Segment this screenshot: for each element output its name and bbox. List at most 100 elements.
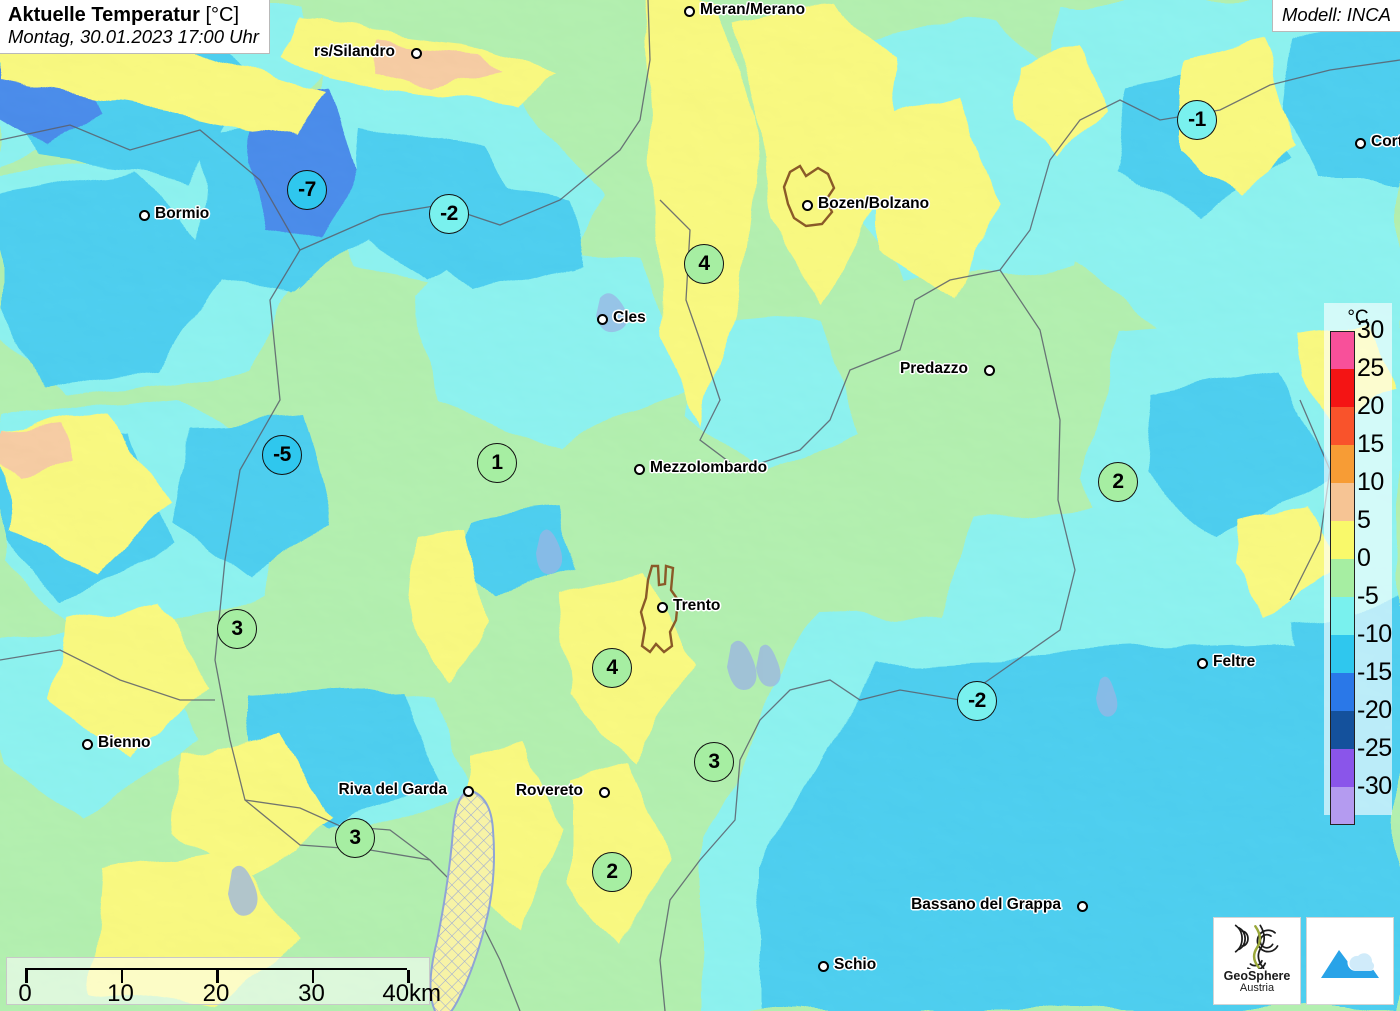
colorbar-tick-label: -15 (1357, 658, 1392, 686)
city-dot-icon (82, 739, 93, 750)
temperature-bubble[interactable]: 2 (1098, 462, 1138, 502)
colorbar-stop: 0 (1330, 545, 1392, 597)
city-label: Trento (673, 597, 721, 614)
colorbar-stop: 20 (1330, 393, 1392, 445)
temperature-bubble[interactable]: -2 (957, 681, 997, 721)
city-dot-icon (818, 961, 829, 972)
colorbar-swatch (1330, 597, 1355, 635)
logo-group: GeoSphere Austria (1213, 917, 1394, 1005)
scale-bar-ruler (25, 968, 410, 983)
scale-bar-tick-label: 30 (298, 980, 325, 1007)
colorbar-stop: 5 (1330, 507, 1392, 559)
city-label: Bormio (155, 205, 210, 222)
temperature-colorbar: °C 30 25 20 15 10 5 0 -5 -10 -15 -20 -25 -30 (1324, 303, 1392, 825)
city-label: Predazzo (899, 360, 968, 377)
city-label: Bienno (98, 734, 151, 751)
temperature-bubble[interactable]: -5 (262, 435, 302, 475)
scale-bar-tick (120, 970, 123, 983)
temperature-bubble[interactable]: 3 (694, 742, 734, 782)
scale-bar-tick (311, 970, 314, 983)
city-label: rs/Silandro (314, 43, 395, 60)
colorbar-swatch (1330, 559, 1355, 597)
temperature-bubble[interactable]: 4 (684, 244, 724, 284)
city-label: Bassano del Grappa (911, 896, 1061, 913)
scale-bar-tick-label: 40km (382, 980, 442, 1007)
city-dot-icon (1197, 658, 1208, 669)
city-dot-icon (657, 602, 668, 613)
temperature-bubble[interactable]: -2 (429, 194, 469, 234)
colorbar-stop: 25 (1330, 355, 1392, 407)
colorbar-unit-label: °C (1347, 307, 1369, 328)
city-dot-icon (463, 786, 474, 797)
city-dot-icon (684, 6, 695, 17)
colorbar-swatch (1330, 521, 1355, 559)
city-label: Bozen/Bolzano (818, 195, 930, 212)
colorbar-tick-label: 20 (1357, 392, 1384, 420)
colorbar-tick-label: -5 (1357, 582, 1379, 610)
colorbar-swatch (1330, 407, 1355, 445)
colorbar-stop: -15 (1330, 659, 1392, 711)
colorbar-swatch (1330, 635, 1355, 673)
city-dot-icon (599, 787, 610, 798)
city-label: Mezzolombardo (650, 459, 768, 476)
city-label: Rovereto (515, 782, 583, 799)
title-text: Aktuelle Temperatur (8, 4, 200, 26)
geosphere-austria-logo[interactable]: GeoSphere Austria (1213, 917, 1301, 1005)
partner-logo[interactable] (1306, 917, 1394, 1005)
temperature-bubble[interactable]: -1 (1177, 100, 1217, 140)
colorbar-tick-label: 30 (1357, 316, 1384, 344)
geosphere-logo-line1: GeoSphere (1223, 969, 1291, 983)
geosphere-swirl-icon (1234, 924, 1279, 969)
city-label: Cles (613, 309, 646, 326)
colorbar-stop: 15 (1330, 431, 1392, 483)
colorbar-tick-label: -25 (1357, 734, 1392, 762)
scale-bar-tick (216, 970, 219, 983)
city-label: Cortina (1371, 133, 1400, 150)
colorbar-stop: -30 (1330, 773, 1392, 825)
city-label: Schio (834, 956, 877, 973)
city-label: Meran/Merano (700, 1, 806, 18)
scale-bar-tick (25, 970, 28, 983)
colorbar-swatch (1330, 711, 1355, 749)
colorbar-tick-label: 15 (1357, 430, 1384, 458)
city-dot-icon (597, 314, 608, 325)
title-unit: [°C] (205, 4, 240, 26)
geosphere-logo-line2: Austria (1239, 982, 1275, 995)
colorbar-rows: 30 25 20 15 10 5 0 -5 -10 -15 -20 -25 -30 (1330, 317, 1392, 825)
scale-bar-tick (407, 970, 410, 983)
colorbar-swatch (1330, 673, 1355, 711)
colorbar-stop: -20 (1330, 697, 1392, 749)
temperature-bubble[interactable]: 2 (592, 852, 632, 892)
city-dot-icon (139, 210, 150, 221)
colorbar-tick-label: 10 (1357, 468, 1384, 496)
scale-bar-tick-label: 20 (202, 980, 230, 1007)
colorbar-swatch (1330, 369, 1355, 407)
colorbar-tick-label: 5 (1357, 506, 1371, 534)
map-timestamp: Montag, 30.01.2023 17:00 Uhr (8, 26, 259, 48)
scale-bar: 0 10 20 30 40km (6, 957, 441, 1007)
mountain-cloud-icon (1321, 950, 1379, 978)
city-dot-icon (634, 464, 645, 475)
temperature-bubble[interactable]: -7 (287, 170, 327, 210)
city-dot-icon (984, 365, 995, 376)
colorbar-stop: 10 (1330, 469, 1392, 521)
colorbar-tick-label: 0 (1357, 544, 1371, 572)
page-title: Aktuelle Temperatur [°C] (8, 4, 259, 26)
temperature-bubble[interactable]: 3 (335, 818, 375, 858)
scale-bar-tick-label: 0 (18, 980, 32, 1007)
colorbar-stop: 30 (1330, 317, 1392, 369)
city-dot-icon (1077, 901, 1088, 912)
colorbar-tick-label: -30 (1357, 772, 1392, 800)
colorbar-swatch (1330, 787, 1355, 825)
colorbar-swatch (1330, 445, 1355, 483)
temperature-bubble[interactable]: 1 (477, 443, 517, 483)
temperature-bubble[interactable]: 4 (592, 648, 632, 688)
temperature-bubble[interactable]: 3 (217, 609, 257, 649)
city-dot-icon (1355, 138, 1366, 149)
colorbar-tick-label: -10 (1357, 620, 1392, 648)
colorbar-stop: -5 (1330, 583, 1392, 635)
colorbar-tick-label: -20 (1357, 696, 1392, 724)
city-dot-icon (802, 200, 813, 211)
scale-bar-labels: 0 10 20 30 40km (7, 980, 441, 1007)
